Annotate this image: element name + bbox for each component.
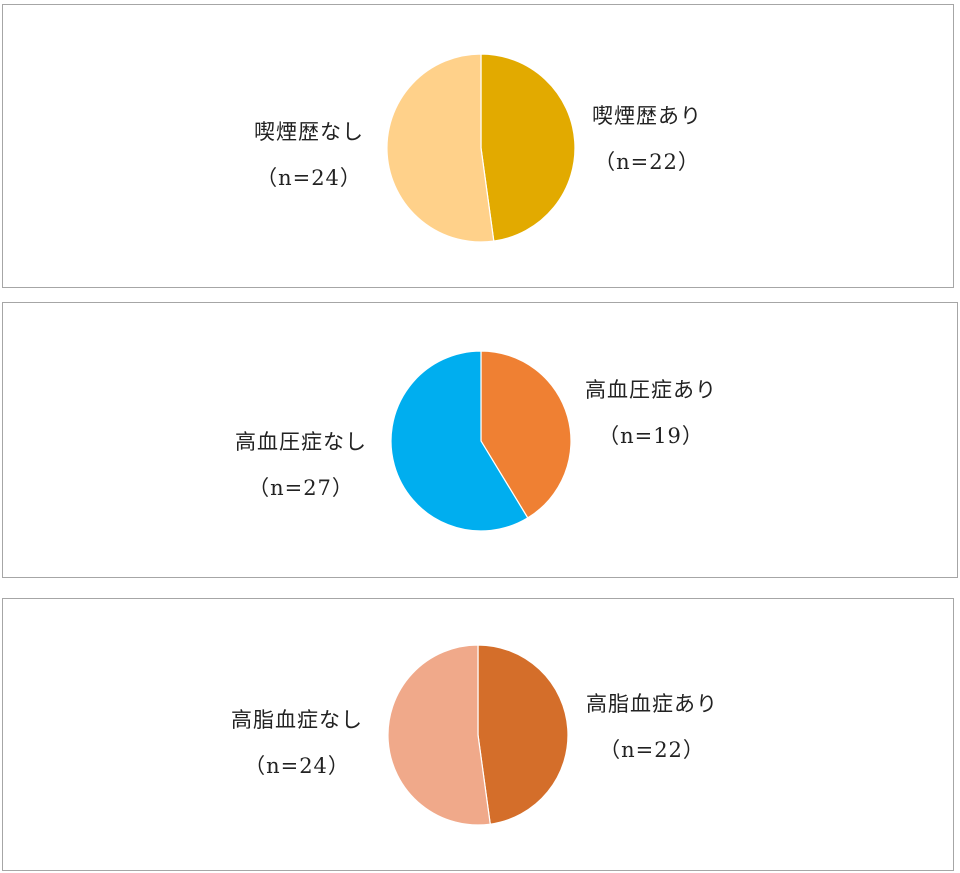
slice-label-text: 喫煙歴あり	[592, 104, 702, 128]
slice-count-text: （n=22）	[594, 150, 700, 174]
slice-label-hyperlipidemia-yes: 高脂血症あり （n=22）	[566, 681, 738, 773]
slice-label-smoking-yes: 喫煙歴あり （n=22）	[567, 93, 727, 185]
pie-slice-smoking-no	[386, 53, 495, 243]
slice-count-text: （n=19）	[598, 424, 704, 448]
pie-chart-hypertension	[390, 350, 572, 532]
chart-panel-hypertension: 高血圧症あり （n=19） 高血圧症なし （n=27）	[2, 302, 958, 578]
pie-slice-hyperlipidemia-no	[387, 644, 491, 826]
slice-label-hyperlipidemia-no: 高脂血症なし （n=24）	[211, 697, 383, 789]
chart-panel-smoking: 喫煙歴あり （n=22） 喫煙歴なし （n=24）	[2, 4, 954, 288]
pie-chart-smoking	[386, 53, 576, 243]
slice-label-hypertension-yes: 高血圧症あり （n=19）	[565, 367, 737, 459]
slice-label-text: 高血圧症なし	[235, 430, 367, 454]
slice-label-hypertension-no: 高血圧症なし （n=27）	[215, 419, 387, 511]
chart-panel-hyperlipidemia: 高脂血症あり （n=22） 高脂血症なし （n=24）	[2, 598, 954, 871]
slice-label-text: 高脂血症あり	[586, 692, 718, 716]
slice-count-text: （n=24）	[244, 754, 350, 778]
slice-label-text: 高血圧症あり	[585, 378, 717, 402]
slice-count-text: （n=22）	[599, 738, 705, 762]
pie-slice-smoking-yes	[480, 53, 576, 242]
pie-chart-hyperlipidemia	[387, 644, 569, 826]
slice-count-text: （n=24）	[256, 166, 362, 190]
pie-slice-hypertension-no	[390, 350, 529, 532]
slice-label-text: 高脂血症なし	[231, 708, 363, 732]
slice-count-text: （n=27）	[248, 476, 354, 500]
pie-slice-hyperlipidemia-yes	[477, 644, 569, 825]
slice-label-smoking-no: 喫煙歴なし （n=24）	[229, 109, 389, 201]
slice-label-text: 喫煙歴なし	[254, 120, 364, 144]
pie-slice-hypertension-yes	[480, 350, 572, 519]
